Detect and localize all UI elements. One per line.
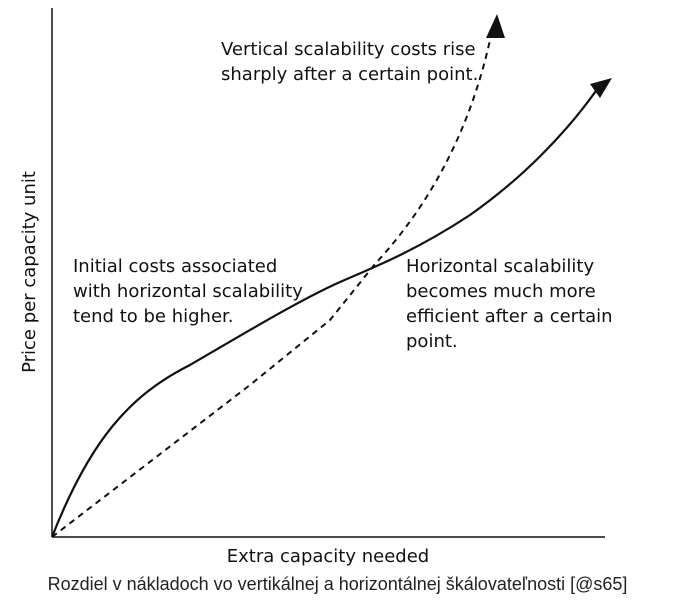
y-axis-label: Price per capacity unit xyxy=(19,171,40,373)
scalability-cost-diagram: Vertical scalability costs rise sharply … xyxy=(19,8,618,567)
figure-caption: Rozdiel v nákladoch vo vertikálnej a hor… xyxy=(47,574,628,594)
horizontal-curve-arrowhead xyxy=(590,78,612,98)
annotation-initial-costs: Initial costs associated with horizontal… xyxy=(73,256,309,327)
annotation-vertical: Vertical scalability costs rise sharply … xyxy=(221,39,481,85)
x-axis-label: Extra capacity needed xyxy=(227,546,429,567)
annotation-horizontal: Horizontal scalability becomes much more… xyxy=(406,256,618,352)
vertical-curve-arrowhead xyxy=(486,14,505,38)
horizontal-scalability-curve xyxy=(50,87,599,538)
